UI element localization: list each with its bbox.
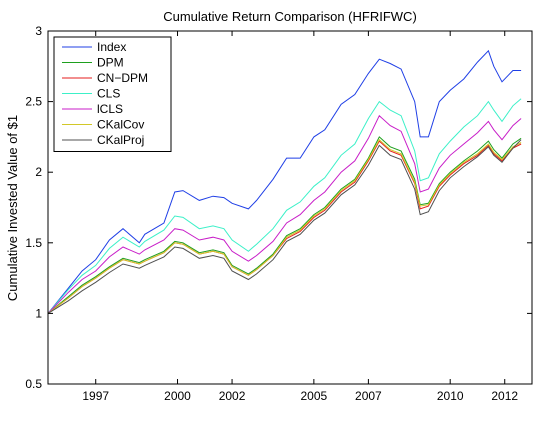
series-line-4: [47, 114, 522, 314]
legend-label-1: DPM: [97, 56, 124, 70]
legend-label-3: CLS: [97, 87, 120, 101]
x-tick-label: 2010: [437, 389, 464, 403]
axes-ticks: 1997 2000 2002 2005 2007 2010 2012 0.5 1 1.5 2 2.5 3: [25, 24, 532, 403]
legend-box: [53, 36, 172, 152]
chart-title: Cumulative Return Comparison (HFRIFWC): [163, 9, 417, 24]
series-line-1: [47, 136, 522, 314]
y-tick-label: 1: [35, 306, 42, 320]
axes-frame: [47, 30, 533, 385]
x-tick-label: 2000: [164, 389, 191, 403]
x-tick-label: 2012: [491, 389, 518, 403]
legend-label-2: CN−DPM: [97, 71, 148, 85]
series-line-0: [47, 49, 522, 314]
x-tick-label: 2002: [219, 389, 246, 403]
x-tick-label: 2005: [301, 389, 328, 403]
legend-label-4: lCLS: [97, 102, 123, 116]
legend-label-5: CKalCov: [97, 118, 144, 132]
y-axis-label: Cumulative Invested Value of $1: [5, 115, 20, 301]
x-tick-label: 1997: [82, 389, 109, 403]
x-tick-label: 2007: [355, 389, 382, 403]
y-tick-label: 2.5: [25, 95, 42, 109]
series-line-5: [47, 138, 522, 314]
legend-label-0: Index: [97, 40, 126, 54]
legend-label-6: CKalProj: [97, 133, 144, 147]
series-line-6: [47, 139, 522, 314]
plot-area: [47, 49, 522, 314]
y-tick-label: 3: [35, 24, 42, 38]
y-tick-label: 0.5: [25, 377, 42, 391]
y-tick-label: 2: [35, 165, 42, 179]
series-line-3: [47, 98, 522, 314]
y-tick-label: 1.5: [25, 236, 42, 250]
series-line-2: [47, 140, 522, 314]
